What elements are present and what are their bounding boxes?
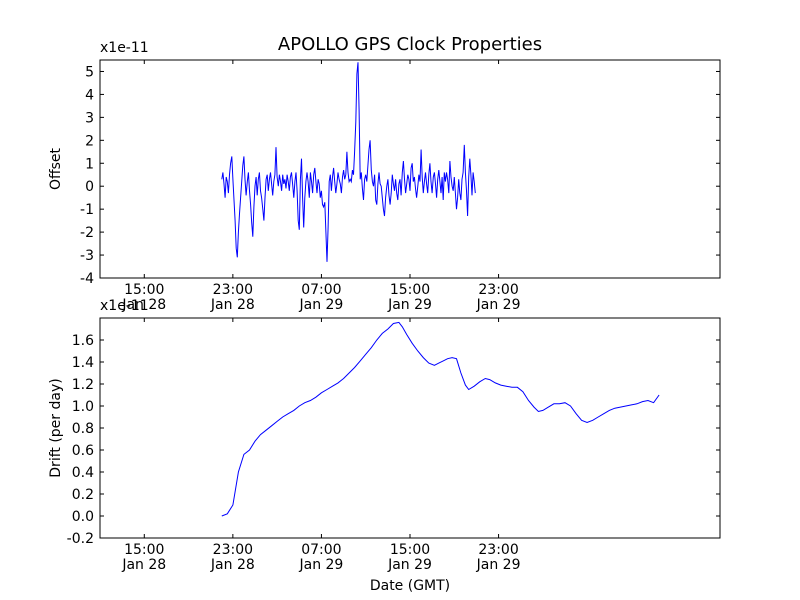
- figure-title: APOLLO GPS Clock Properties: [278, 34, 542, 55]
- drift-xtick-date-label: Jan 28: [121, 557, 166, 573]
- offset-xtick-date-label: Jan 29: [387, 297, 432, 313]
- drift-ytick-label: 0.6: [72, 443, 94, 459]
- offset-ytick-label: 1: [85, 156, 94, 172]
- offset-xtick-time-label: 07:00: [301, 282, 341, 298]
- drift-xtick-time-label: 07:00: [301, 542, 341, 558]
- offset-xtick-date-label: Jan 29: [476, 297, 521, 313]
- drift-y-axis-label: Drift (per day): [48, 378, 64, 477]
- offset-xtick-date-label: Jan 29: [298, 297, 343, 313]
- drift-ytick-label: 1.4: [72, 355, 94, 371]
- drift-xtick-date-label: Jan 28: [210, 557, 255, 573]
- offset-ytick-label: 2: [85, 133, 94, 149]
- drift-xtick-time-label: 15:00: [124, 542, 164, 558]
- offset-series-line: [221, 62, 476, 262]
- drift-xtick-time-label: 23:00: [478, 542, 518, 558]
- offset-xtick-time-label: 23:00: [213, 282, 253, 298]
- drift-series-line: [221, 321, 660, 517]
- offset-ytick-label: -4: [80, 271, 94, 287]
- offset-scale-offset-label: x1e-11: [100, 40, 149, 56]
- drift-scale-offset-label: x1e-11: [100, 298, 149, 314]
- offset-ytick-label: 0: [85, 179, 94, 195]
- drift-xtick-date-label: Jan 29: [298, 557, 343, 573]
- drift-x-axis-label: Date (GMT): [370, 578, 450, 594]
- drift-ytick-label: 0.8: [72, 421, 94, 437]
- drift-ytick-label: -0.2: [67, 531, 94, 547]
- offset-ytick-label: -2: [80, 225, 94, 241]
- offset-ytick-label: 5: [85, 64, 94, 80]
- drift-ytick-label: 1.0: [72, 399, 94, 415]
- offset-xtick-date-label: Jan 28: [121, 297, 166, 313]
- offset-ytick-label: 4: [85, 87, 94, 103]
- drift-ytick-label: 0.0: [72, 509, 94, 525]
- drift-ytick-label: 1.2: [72, 377, 94, 393]
- offset-xtick-time-label: 23:00: [478, 282, 518, 298]
- drift-xtick-time-label: 23:00: [213, 542, 253, 558]
- drift-ytick-label: 0.4: [72, 465, 94, 481]
- offset-ytick-label: -3: [80, 248, 94, 264]
- drift-ytick-label: 0.2: [72, 487, 94, 503]
- offset-ytick-label: -1: [80, 202, 94, 218]
- drift-ytick-label: 1.6: [72, 333, 94, 349]
- drift-xtick-date-label: Jan 29: [476, 557, 521, 573]
- offset-y-axis-label: Offset: [48, 147, 64, 190]
- drift-xtick-time-label: 15:00: [390, 542, 430, 558]
- offset-ytick-label: 3: [85, 110, 94, 126]
- drift-xtick-date-label: Jan 29: [387, 557, 432, 573]
- offset-xtick-time-label: 15:00: [390, 282, 430, 298]
- offset-xtick-date-label: Jan 28: [210, 297, 255, 313]
- offset-xtick-time-label: 15:00: [124, 282, 164, 298]
- drift-panel: -0.20.00.20.40.60.81.01.21.41.615:00Jan …: [48, 298, 721, 594]
